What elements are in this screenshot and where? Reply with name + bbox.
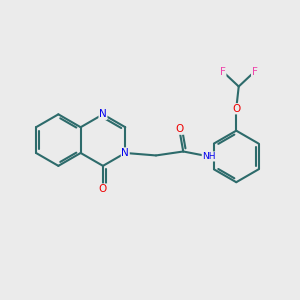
- Text: O: O: [232, 104, 240, 114]
- Text: O: O: [175, 124, 183, 134]
- Text: N: N: [122, 148, 129, 158]
- Text: F: F: [252, 67, 257, 76]
- Text: F: F: [220, 67, 226, 76]
- Text: N: N: [99, 109, 107, 119]
- Text: NH: NH: [202, 152, 216, 161]
- Text: O: O: [99, 184, 107, 194]
